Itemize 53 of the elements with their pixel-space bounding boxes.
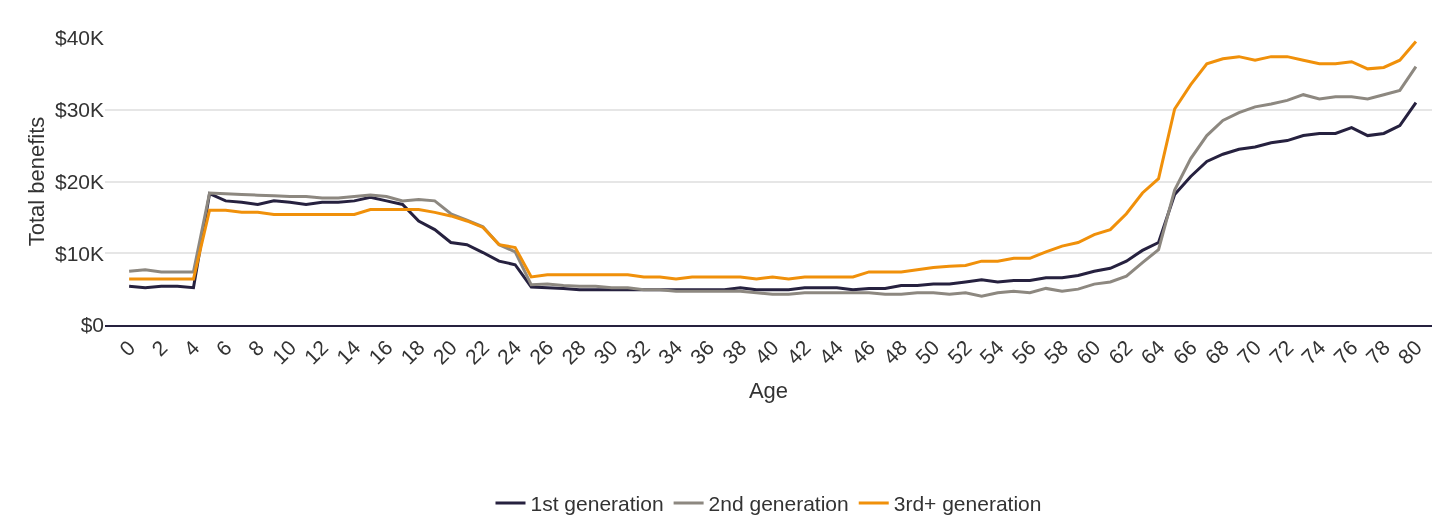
x-tick-label: 56 — [1007, 335, 1041, 369]
x-tick-label: 36 — [685, 335, 719, 369]
x-tick-label: 20 — [428, 335, 462, 369]
x-tick-label: 18 — [396, 335, 429, 369]
legend-label: 1st generation — [530, 492, 664, 516]
x-tick-label: 72 — [1264, 335, 1298, 369]
y-tick-label: $20K — [54, 169, 104, 193]
x-tick-label: 68 — [1200, 335, 1234, 369]
y-tick-label: $30K — [54, 98, 104, 122]
x-tick-label: 22 — [460, 335, 494, 369]
x-tick-label: 32 — [621, 335, 655, 369]
x-tick-label: 64 — [1136, 335, 1170, 369]
x-tick-label: 16 — [363, 335, 397, 369]
x-tick-label: 74 — [1296, 335, 1330, 369]
x-tick-label: 50 — [910, 335, 944, 369]
x-tick-label: 4 — [179, 335, 204, 361]
x-tick-label: 12 — [299, 335, 333, 369]
x-tick-label: 58 — [1039, 335, 1073, 369]
line-series — [127, 65, 1418, 298]
x-tick-label: 28 — [556, 335, 590, 369]
x-tick-label: 24 — [492, 335, 526, 369]
x-tick-label: 52 — [943, 335, 976, 369]
legend-label: 2nd generation — [708, 492, 849, 516]
x-tick-label: 30 — [589, 335, 622, 369]
x-tick-label: 34 — [653, 335, 687, 369]
x-tick-label: 42 — [782, 335, 815, 369]
x-tick-label: 14 — [331, 335, 365, 369]
x-tick-label: 70 — [1232, 335, 1266, 369]
y-tick-label: $40K — [54, 26, 104, 50]
x-tick-label: 44 — [814, 335, 848, 369]
x-tick-label: 6 — [211, 335, 236, 361]
x-tick-label: 38 — [717, 335, 751, 369]
x-tick-label: 60 — [1071, 335, 1105, 369]
x-tick-label: 48 — [878, 335, 912, 369]
x-axis-title: Age — [748, 377, 789, 403]
x-tick-label: 80 — [1393, 335, 1427, 369]
x-tick-label: 40 — [749, 335, 783, 369]
y-tick-label: $0 — [80, 313, 104, 337]
x-tick-label: 66 — [1168, 335, 1201, 369]
x-tick-label: 78 — [1361, 335, 1394, 369]
x-tick-label: 76 — [1329, 335, 1362, 369]
line-series — [127, 40, 1418, 281]
x-tick-label: 46 — [846, 335, 880, 369]
x-tick-label: 62 — [1103, 335, 1137, 369]
y-axis-title: Total benefits — [23, 116, 49, 247]
x-tick-label: 8 — [243, 335, 269, 361]
x-tick-label: 26 — [524, 335, 558, 369]
x-tick-label: 0 — [114, 335, 140, 361]
x-tick-label: 2 — [147, 335, 172, 361]
y-tick-label: $10K — [54, 241, 104, 265]
x-tick-label: 54 — [975, 335, 1009, 369]
legend-label: 3rd+ generation — [893, 492, 1042, 516]
x-tick-label: 10 — [267, 335, 301, 369]
